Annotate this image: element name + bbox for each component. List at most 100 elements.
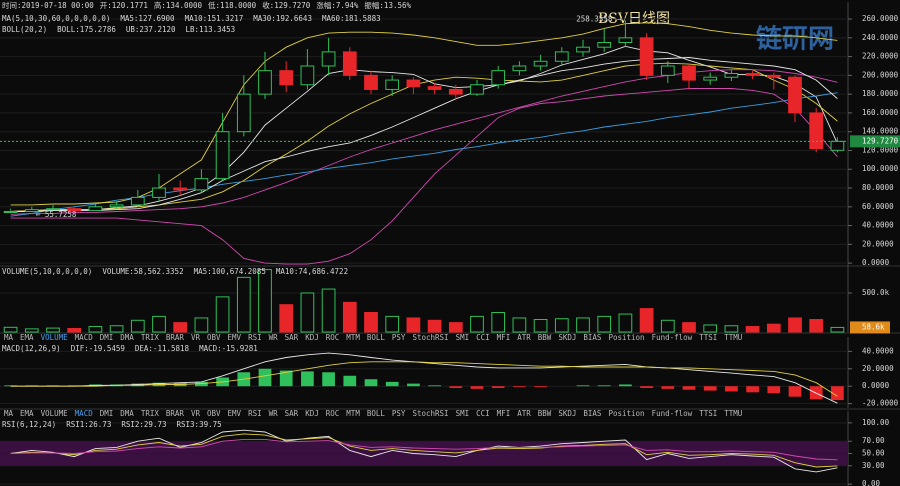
indicator-tab[interactable]: TTSI xyxy=(699,333,717,342)
indicator-tab[interactable]: MA xyxy=(4,333,14,342)
indicator-tab[interactable]: Fund-flow xyxy=(652,333,693,342)
macd-bar xyxy=(576,385,590,387)
macd-bar xyxy=(619,384,632,387)
indicator-tab[interactable]: WR xyxy=(269,409,279,418)
indicator-tab[interactable]: BBW xyxy=(538,409,552,418)
volume-bar xyxy=(24,328,39,333)
indicator-tab[interactable]: TRIX xyxy=(141,409,160,418)
indicator-tab[interactable]: CCI xyxy=(476,409,490,418)
macd-bar xyxy=(428,385,441,387)
y-tick-label: 200.0000 xyxy=(862,70,899,79)
indicator-tab[interactable]: BRAR xyxy=(166,333,185,342)
volume-bar xyxy=(152,315,166,333)
indicator-tab[interactable]: OBV xyxy=(207,409,221,418)
indicator-tab[interactable]: SMI xyxy=(456,333,470,342)
indicator-tab[interactable]: VR xyxy=(191,409,201,418)
indicator-tab[interactable]: DMI xyxy=(100,409,114,418)
indicator-tab[interactable]: ROC xyxy=(326,333,340,342)
y-tick-label: 220.0000 xyxy=(862,52,899,61)
indicator-tab[interactable]: SKDJ xyxy=(558,333,576,342)
candle-body xyxy=(745,72,760,76)
indicator-tab[interactable]: SKDJ xyxy=(558,409,576,418)
indicator-tab[interactable]: BIAS xyxy=(583,409,602,418)
legend-text: MA30:192.6643 xyxy=(253,14,312,23)
indicator-tab[interactable]: WR xyxy=(269,333,279,342)
indicator-tab[interactable]: PSY xyxy=(392,409,406,418)
indicator-tab[interactable]: BBW xyxy=(538,333,552,342)
legend-text: BOLL:175.2786 xyxy=(57,25,116,34)
indicator-tab[interactable]: CCI xyxy=(476,333,490,342)
macd-bar xyxy=(640,386,653,388)
indicator-tab[interactable]: KDJ xyxy=(305,409,319,418)
candle-body xyxy=(194,178,209,191)
indicator-tab[interactable]: MACD xyxy=(75,409,94,418)
indicator-tab[interactable]: RSI xyxy=(248,409,262,418)
y-tick-label: 140.0000 xyxy=(862,127,899,136)
candle-body xyxy=(470,84,484,95)
indicator-tab[interactable]: SAR xyxy=(285,409,299,418)
indicator-tab[interactable]: EMA xyxy=(20,333,34,342)
indicator-tab[interactable]: ATR xyxy=(517,333,531,342)
indicator-tab[interactable]: MTM xyxy=(346,333,360,342)
y-tick-label: 160.0000 xyxy=(862,108,899,117)
indicator-tab[interactable]: MTM xyxy=(346,409,360,418)
volume-bar xyxy=(321,288,336,333)
indicator-tab[interactable]: MFI xyxy=(497,333,511,342)
indicator-tab[interactable]: SMI xyxy=(456,409,470,418)
indicator-tab[interactable]: PSY xyxy=(392,333,406,342)
y-tick-label: 30.00 xyxy=(862,461,885,470)
indicator-tab[interactable]: StochRSI xyxy=(412,409,448,418)
indicator-tab[interactable]: OBV xyxy=(207,333,221,342)
candle-body xyxy=(88,206,103,212)
indicator-tab[interactable]: DMA xyxy=(120,333,134,342)
indicator-tab[interactable]: ROC xyxy=(326,409,340,418)
indicator-tab[interactable]: MA xyxy=(4,409,14,418)
indicator-tab[interactable]: TTMU xyxy=(724,333,742,342)
indicator-tab[interactable]: TTMU xyxy=(724,409,742,418)
indicator-tab[interactable]: VOLUME xyxy=(41,409,69,418)
indicator-tab[interactable]: MACD xyxy=(75,333,94,342)
indicator-tab[interactable]: DMA xyxy=(120,409,134,418)
indicator-tab[interactable]: TRIX xyxy=(141,333,160,342)
indicator-tab[interactable]: BOLL xyxy=(367,409,386,418)
indicator-tab[interactable]: EMV xyxy=(228,333,242,342)
volume-bar xyxy=(279,304,294,333)
candle-body xyxy=(724,72,739,78)
indicator-tab[interactable]: EMA xyxy=(20,409,34,418)
candle-body xyxy=(427,86,442,90)
indicator-tab[interactable]: BOLL xyxy=(367,333,386,342)
volume-bar xyxy=(682,322,696,333)
volume-bar xyxy=(88,326,103,333)
volume-bar xyxy=(406,317,421,333)
indicator-line xyxy=(10,69,838,215)
indicator-tab[interactable]: Fund-flow xyxy=(652,409,693,418)
indicator-tab[interactable]: Position xyxy=(608,333,644,342)
indicator-tab[interactable]: BRAR xyxy=(166,409,185,418)
legend-text: LB:113.3453 xyxy=(186,25,236,34)
header-field: 低:118.0000 xyxy=(208,0,257,10)
indicator-tab[interactable]: TTSI xyxy=(699,409,717,418)
macd-bar xyxy=(682,386,696,390)
volume-bar xyxy=(448,322,463,333)
candle-body xyxy=(364,74,378,90)
indicator-tab[interactable]: ATR xyxy=(517,409,531,418)
candle-body xyxy=(703,76,718,81)
candle-body xyxy=(130,196,145,206)
indicator-tab[interactable]: Position xyxy=(608,409,644,418)
indicator-tab[interactable]: VR xyxy=(191,333,201,342)
legend-text: DEA:-11.5818 xyxy=(135,344,190,353)
candle-body xyxy=(809,112,824,150)
indicator-tab[interactable]: DMI xyxy=(100,333,114,342)
indicator-tab[interactable]: EMV xyxy=(228,409,242,418)
indicator-tab[interactable]: BIAS xyxy=(583,333,602,342)
legend-text: MACD:-15.9281 xyxy=(199,344,258,353)
macd-bar xyxy=(258,368,272,387)
y-tick-label: 0.0000 xyxy=(862,381,890,390)
indicator-tab[interactable]: RSI xyxy=(248,333,262,342)
indicator-tab[interactable]: StochRSI xyxy=(412,333,448,342)
indicator-tab[interactable]: KDJ xyxy=(305,333,319,342)
indicator-tab[interactable]: SAR xyxy=(285,333,299,342)
indicator-tab[interactable]: VOLUME xyxy=(41,333,69,342)
indicator-tab[interactable]: MFI xyxy=(497,409,511,418)
